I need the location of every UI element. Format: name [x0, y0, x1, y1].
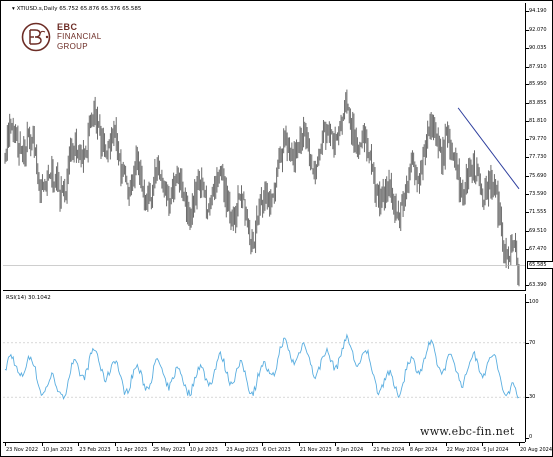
time-axis-tick: [41, 443, 43, 446]
price-axis-label: 75.690: [529, 172, 547, 179]
rsi-axis-label: 70: [529, 339, 536, 346]
time-axis-tick: [408, 443, 410, 446]
time-axis-label: 25 May 2023: [152, 447, 186, 453]
price-axis-tick: [526, 248, 529, 250]
time-axis-label: 23 Feb 2023: [79, 447, 111, 453]
rsi-axis[interactable]: 100 70 30 0: [525, 294, 553, 442]
ebc-logo-text: EBC FINANCIAL GROUP: [57, 22, 102, 52]
price-axis-label: 94.190: [529, 8, 547, 14]
price-axis-tick: [526, 84, 529, 86]
logo-line-1: EBC: [57, 22, 78, 32]
symbol-header: ▾ XTIUSD.s,Daily 65.752 65.876 65.376 65.…: [12, 6, 141, 12]
time-axis-tick: [445, 443, 447, 446]
rsi-axis-tick: [526, 342, 529, 344]
rsi-axis-tick: [526, 438, 529, 439]
time-axis-label: 8 Apr 2024: [409, 447, 438, 453]
rsi-axis-tick: [526, 397, 529, 399]
logo-line-3: GROUP: [57, 42, 88, 51]
price-axis-tick: [526, 29, 529, 31]
price-axis-label: 83.855: [529, 99, 547, 106]
time-axis-tick: [151, 443, 153, 446]
price-axis-label: 67.470: [529, 245, 547, 252]
time-axis-label: 23 Aug 2023: [226, 447, 259, 453]
price-axis[interactable]: 94.190 92.070 90.035 87.910 85.950 83.855 81.8…: [525, 3, 553, 291]
price-axis-label: 77.730: [529, 154, 547, 161]
current-price-badge: 65.585: [527, 261, 553, 270]
time-axis-tick: [5, 443, 6, 446]
price-axis-label: 87.910: [529, 63, 547, 70]
rsi-chart[interactable]: [3, 294, 525, 442]
time-axis-label: 11 Apr 2023: [116, 447, 148, 453]
rsi-axis-tick: [526, 302, 529, 303]
price-axis-tick: [526, 47, 529, 49]
price-chart[interactable]: [3, 3, 525, 291]
rsi-header: RSI(14) 30.1042: [6, 295, 51, 301]
price-axis-label: 85.950: [529, 81, 547, 88]
time-axis-tick: [188, 443, 190, 446]
time-axis-label: 10 Jan 2023: [42, 447, 73, 453]
price-axis-tick: [526, 121, 529, 123]
rsi-line: [4, 333, 520, 401]
watermark-url: www.ebc-fin.net: [420, 425, 515, 438]
time-axis-label: 5 Jul 2024: [483, 447, 509, 453]
rsi-axis-label: 30: [529, 394, 536, 401]
time-axis-tick: [262, 443, 263, 446]
price-axis-tick: [526, 194, 529, 196]
trendline[interactable]: [457, 107, 520, 190]
price-axis-tick: [526, 66, 529, 68]
time-axis-tick: [482, 443, 484, 446]
price-axis-label: 73.590: [529, 191, 547, 198]
time-axis-label: 23 Nov 2022: [6, 447, 39, 453]
dropdown-arrow-icon[interactable]: ▾: [12, 6, 15, 12]
price-axis-label: 79.770: [529, 136, 547, 143]
time-axis-tick: [298, 443, 300, 446]
time-axis-label: 21 Feb 2024: [373, 447, 405, 453]
price-axis-tick: [526, 285, 529, 286]
logo-line-2: FINANCIAL: [57, 32, 102, 41]
price-pane[interactable]: ▾ XTIUSD.s,Daily 65.752 65.876 65.376 65.…: [3, 3, 525, 291]
price-axis-tick: [526, 212, 529, 214]
price-axis-tick: [526, 102, 529, 104]
price-axis-label: 92.070: [529, 26, 547, 33]
price-axis-label: 81.810: [529, 118, 547, 125]
price-axis-label: 69.510: [529, 227, 547, 234]
rsi-axis-label: 100: [529, 299, 539, 305]
time-axis[interactable]: 23 Nov 2022 10 Jan 2023 23 Feb 2023 11 Apr …: [3, 442, 552, 457]
price-axis-label: 90.035: [529, 44, 547, 51]
price-axis-label: 71.555: [529, 209, 547, 216]
price-axis-tick: [526, 230, 529, 232]
time-axis-label: 6 Oct 2023: [263, 447, 291, 453]
time-axis-label: 21 Nov 2023: [299, 447, 332, 453]
time-axis-label: 22 May 2024: [446, 447, 480, 453]
time-axis-tick: [372, 443, 374, 446]
price-axis-tick: [526, 157, 529, 159]
time-axis-tick: [519, 443, 520, 446]
time-axis-label: 10 Jul 2023: [189, 447, 218, 453]
symbol-info: XTIUSD.s,Daily 65.752 65.876 65.376 65.5…: [16, 6, 142, 12]
rsi-axis-label: 0: [529, 434, 533, 440]
time-axis-tick: [115, 443, 117, 446]
price-axis-label: 63.390: [529, 282, 547, 288]
rsi-pane[interactable]: RSI(14) 30.1042: [3, 294, 525, 442]
time-axis-label: 8 Jan 2024: [336, 447, 364, 453]
price-axis-tick: [526, 175, 529, 177]
time-axis-tick: [78, 443, 80, 446]
ebc-logo-mark-icon: [21, 22, 51, 52]
time-axis-tick: [335, 443, 337, 446]
time-axis-label: 20 Aug 2024: [520, 447, 553, 453]
price-axis-tick: [526, 11, 529, 12]
price-axis-tick: [526, 139, 529, 141]
time-axis-tick: [225, 443, 227, 446]
ebc-logo: EBC FINANCIAL GROUP: [21, 22, 102, 52]
